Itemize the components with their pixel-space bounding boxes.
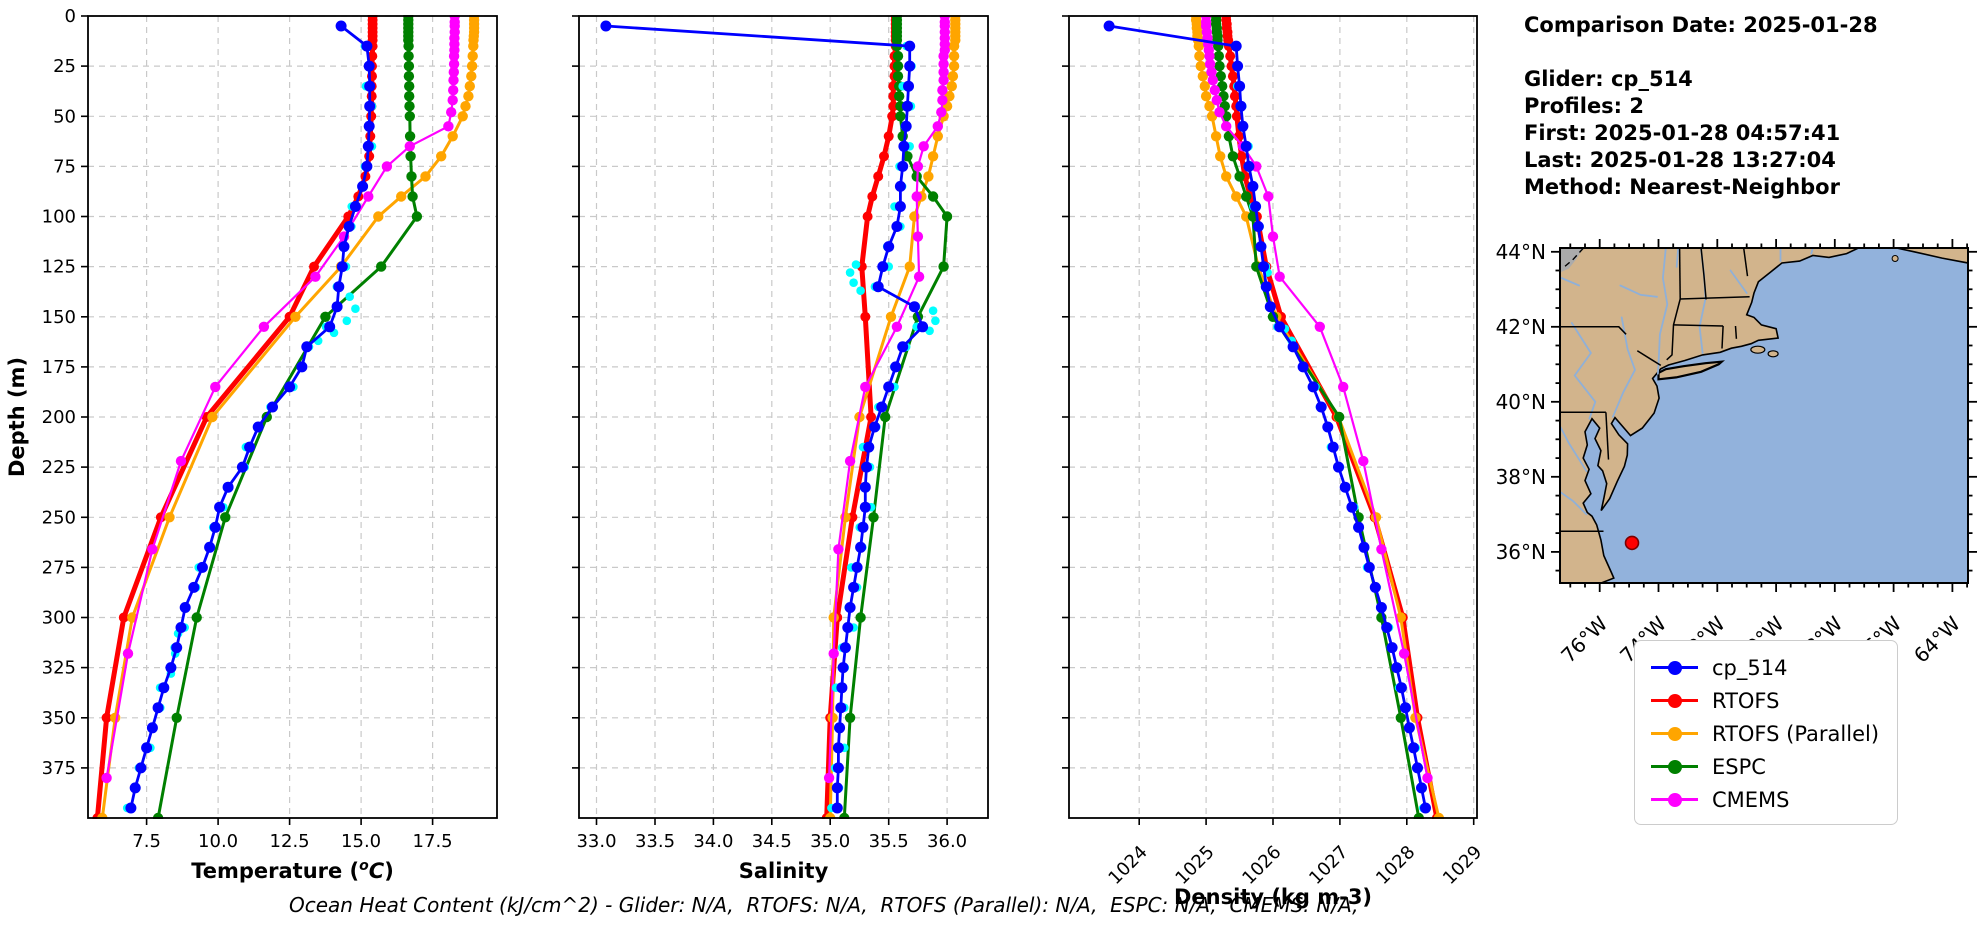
svg-text:7.5: 7.5 <box>132 831 161 852</box>
legend-line-swatch <box>1651 792 1698 807</box>
svg-text:375: 375 <box>42 758 76 779</box>
svg-text:150: 150 <box>42 307 76 328</box>
legend-label: RTOFS <box>1712 688 1780 713</box>
svg-text:1029: 1029 <box>1439 842 1486 889</box>
legend: cp_514 RTOFS RTOFS (Parallel) ESPC CMEMS <box>1634 640 1898 825</box>
svg-text:350: 350 <box>42 708 76 729</box>
legend-label: ESPC <box>1712 754 1766 779</box>
svg-text:40°N: 40°N <box>1496 390 1546 414</box>
svg-text:225: 225 <box>42 457 76 478</box>
svg-text:1024: 1024 <box>1104 842 1151 889</box>
svg-text:33.5: 33.5 <box>635 831 675 852</box>
svg-text:175: 175 <box>42 357 76 378</box>
legend-line-swatch <box>1651 693 1698 708</box>
svg-text:34.5: 34.5 <box>752 831 792 852</box>
svg-text:300: 300 <box>42 608 76 629</box>
svg-text:34.0: 34.0 <box>693 831 733 852</box>
svg-text:1026: 1026 <box>1238 842 1285 889</box>
legend-marker-dot <box>1667 726 1682 741</box>
first-profile-time: First: 2025-01-28 04:57:41 <box>1524 121 1841 145</box>
info-panel: Comparison Date: 2025-01-28 Glider: cp_5… <box>1524 12 1878 201</box>
svg-text:1028: 1028 <box>1372 842 1419 889</box>
svg-text:200: 200 <box>42 407 76 428</box>
svg-text:Salinity: Salinity <box>739 859 829 883</box>
svg-text:15.0: 15.0 <box>341 831 381 852</box>
svg-text:17.5: 17.5 <box>413 831 453 852</box>
svg-text:100: 100 <box>42 207 76 228</box>
legend-line-swatch <box>1651 660 1698 675</box>
legend-label: cp_514 <box>1712 655 1788 680</box>
svg-text:0: 0 <box>65 6 76 27</box>
depth-axis-label: Depth (m) <box>5 357 29 477</box>
svg-text:36.0: 36.0 <box>927 831 967 852</box>
svg-text:Temperature (oC): Temperature (oC) <box>191 858 394 883</box>
profiles-count: Profiles: 2 <box>1524 94 1645 118</box>
svg-text:Density (kg m-3): Density (kg m-3) <box>1174 885 1372 909</box>
svg-text:250: 250 <box>42 507 76 528</box>
svg-text:25: 25 <box>53 56 76 77</box>
legend-marker-dot <box>1667 759 1682 774</box>
svg-text:42°N: 42°N <box>1496 315 1546 339</box>
legend-line-swatch <box>1651 726 1698 741</box>
svg-text:12.5: 12.5 <box>270 831 310 852</box>
svg-text:38°N: 38°N <box>1496 465 1546 489</box>
glider-location-dot <box>1624 535 1640 551</box>
svg-text:1027: 1027 <box>1305 842 1352 889</box>
svg-text:33.0: 33.0 <box>576 831 616 852</box>
salinity-panel: 33.0 33.5 34.0 34.5 35.0 35.5 36.0 Salinity <box>572 15 989 883</box>
density-panel: 1024 1025 1026 1027 1028 1029 Density (kg m-3) <box>1062 15 1486 909</box>
legend-item-rtofs: RTOFS <box>1651 684 1897 717</box>
svg-text:76°W: 76°W <box>1556 611 1612 667</box>
svg-text:1025: 1025 <box>1171 842 1218 889</box>
method: Method: Nearest-Neighbor <box>1524 175 1840 199</box>
svg-text:35.0: 35.0 <box>810 831 850 852</box>
legend-marker-dot <box>1667 693 1682 708</box>
legend-item-espc: ESPC <box>1651 750 1897 783</box>
legend-line-swatch <box>1651 759 1698 774</box>
svg-text:275: 275 <box>42 557 76 578</box>
legend-label: CMEMS <box>1712 787 1790 812</box>
svg-text:125: 125 <box>42 257 76 278</box>
legend-label: RTOFS (Parallel) <box>1712 721 1880 746</box>
svg-text:10.0: 10.0 <box>198 831 238 852</box>
info-spacer <box>1524 39 1878 66</box>
legend-marker-dot <box>1667 792 1682 807</box>
svg-text:44°N: 44°N <box>1496 240 1546 264</box>
comparison-date: Comparison Date: 2025-01-28 <box>1524 13 1878 37</box>
last-profile-time: Last: 2025-01-28 13:27:04 <box>1524 148 1836 172</box>
legend-item-cp_514: cp_514 <box>1651 651 1897 684</box>
map-group: 44°N42°N40°N38°N36°N76°W74°W72°W70°W68°W… <box>1496 239 1977 668</box>
temperature-panel: 7.5 10.0 12.5 15.0 17.5 0 25 50 75 100 125 150 175 20… <box>42 6 498 883</box>
svg-text:50: 50 <box>53 106 76 127</box>
legend-item-cmems: CMEMS <box>1651 783 1897 816</box>
svg-text:325: 325 <box>42 658 76 679</box>
svg-text:75: 75 <box>53 156 76 177</box>
legend-marker-dot <box>1667 660 1682 675</box>
svg-text:36°N: 36°N <box>1496 540 1546 564</box>
glider-name: Glider: cp_514 <box>1524 67 1693 91</box>
svg-text:35.5: 35.5 <box>869 831 909 852</box>
ohc-footer-text: Ocean Heat Content (kJ/cm^2) - Glider: N… <box>289 893 1359 917</box>
legend-item-rtofs-parallel: RTOFS (Parallel) <box>1651 717 1897 750</box>
svg-text:64°W: 64°W <box>1909 611 1965 667</box>
